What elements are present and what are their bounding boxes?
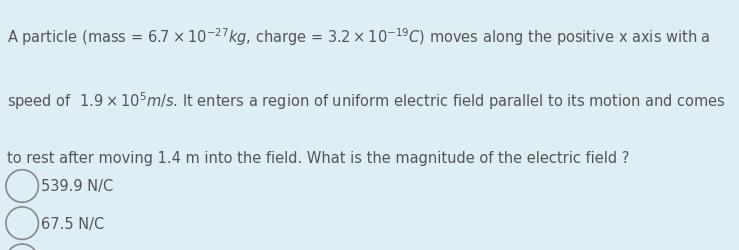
Text: to rest after moving 1.4 m into the field. What is the magnitude of the electric: to rest after moving 1.4 m into the fiel…: [7, 150, 630, 165]
Text: 539.9 N/C: 539.9 N/C: [41, 179, 113, 194]
Text: 67.5 N/C: 67.5 N/C: [41, 216, 104, 231]
Text: A particle (mass = $\mathdefault{6.7 \times 10^{-27}}$$\it{kg}$, charge = $\math: A particle (mass = $\mathdefault{6.7 \ti…: [7, 26, 711, 48]
Text: speed of  $\mathdefault{1.9 \times 10^{5}}$$\it{m/s}$. It enters a region of uni: speed of $\mathdefault{1.9 \times 10^{5}…: [7, 90, 726, 112]
